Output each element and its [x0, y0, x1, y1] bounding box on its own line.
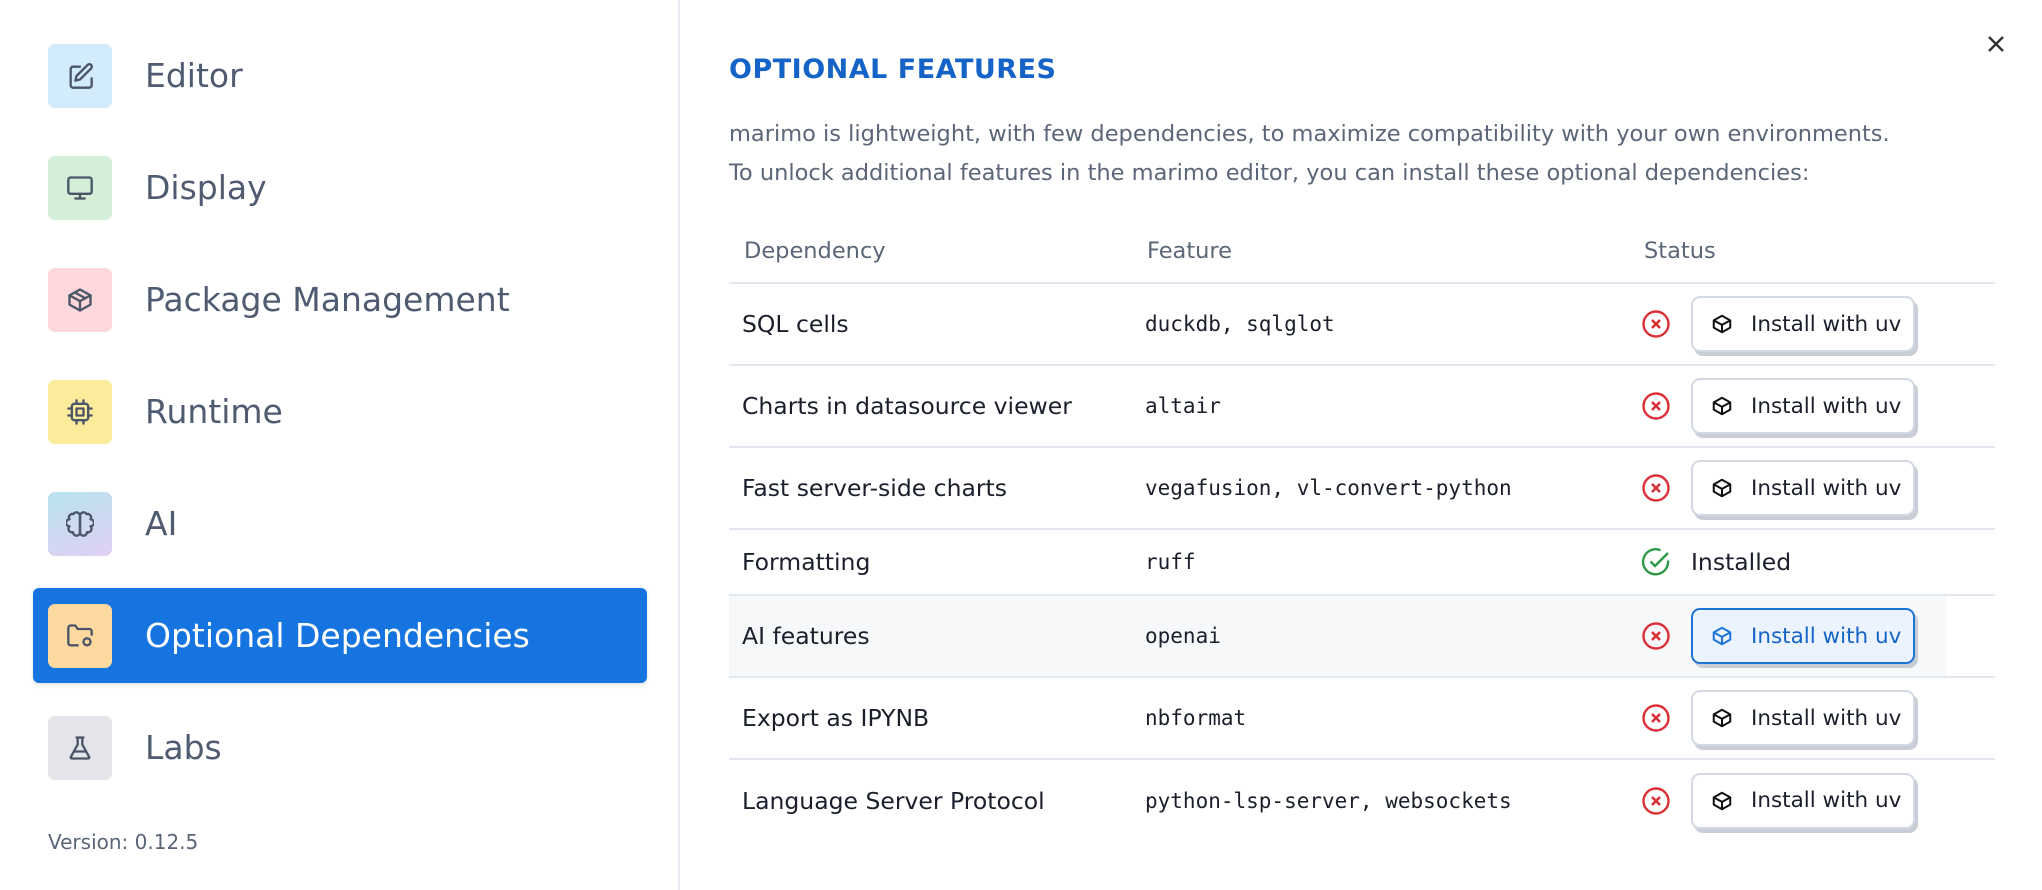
feature-cell: python-lsp-server, websockets [1145, 788, 1512, 813]
package-icon [48, 267, 112, 332]
status-cell: Installed [1629, 529, 1995, 596]
sidebar-item-package-management[interactable]: Package Management [33, 252, 647, 347]
table-row: Formatting ruff Installed [729, 529, 1995, 596]
dependency-cell: Fast server-side charts [729, 447, 1132, 530]
button-label: Install with uv [1751, 311, 1902, 337]
install-with-uv-button[interactable]: Install with uv [1691, 608, 1915, 664]
column-header-dependency: Dependency [729, 220, 1132, 284]
sidebar-item-label: Editor [145, 56, 243, 95]
dependency-cell: Language Server Protocol [742, 786, 1045, 815]
column-header-status: Status [1629, 220, 1995, 284]
sidebar-item-label: AI [145, 504, 178, 543]
feature-cell: vegafusion, vl-convert-python [1132, 447, 1629, 530]
package-icon [1712, 314, 1732, 334]
install-with-uv-button[interactable]: Install with uv [1691, 296, 1915, 352]
sidebar-item-label: Package Management [145, 280, 510, 319]
status-cell: Install with uv [1629, 447, 1995, 530]
installed-label: Installed [1691, 548, 1792, 576]
table-row: AI features openai Install with uv [729, 595, 1995, 678]
sidebar-item-label: Optional Dependencies [145, 616, 530, 655]
settings-sidebar: Version: 0.12.5 Editor Display Package Man… [0, 0, 680, 890]
sidebar-item-ai[interactable]: AI [33, 476, 647, 571]
package-icon [1712, 626, 1732, 646]
error-circle-icon [1642, 474, 1670, 502]
button-label: Install with uv [1751, 788, 1902, 813]
install-with-uv-button[interactable]: Install with uv [1691, 460, 1915, 516]
check-circle-icon [1641, 548, 1670, 576]
dependency-cell: Charts in datasource viewer [729, 365, 1132, 448]
table-row: Export as IPYNB nbformat Install with uv [729, 677, 1995, 760]
error-circle-icon [1642, 786, 1670, 815]
sidebar-item-label: Labs [145, 728, 222, 767]
description: marimo is lightweight, with few dependen… [729, 115, 1890, 193]
feature-cell: openai [1132, 595, 1629, 678]
button-label: Install with uv [1751, 705, 1902, 731]
sidebar-item-label: Display [145, 168, 267, 207]
sidebar-item-editor[interactable]: Editor [33, 28, 647, 123]
dependency-cell: Export as IPYNB [729, 677, 1132, 760]
edit-icon [48, 43, 112, 108]
feature-cell: ruff [1132, 529, 1629, 596]
error-circle-icon [1642, 310, 1670, 338]
status-cell: Install with uv [1629, 677, 1995, 760]
package-icon [1712, 478, 1732, 498]
table-row: Language Server Protocol python-lsp-serve… [729, 759, 1995, 841]
sidebar-item-runtime[interactable]: Runtime [33, 364, 647, 459]
dependencies-table: Dependency Feature Status SQL cells duckd… [729, 220, 1995, 841]
dependency-cell: Formatting [729, 529, 1132, 596]
package-icon [1712, 396, 1732, 416]
button-label: Install with uv [1751, 623, 1902, 649]
feature-cell: nbformat [1132, 677, 1629, 760]
description-line: marimo is lightweight, with few dependen… [729, 121, 1890, 147]
table-row: Fast server-side charts vegafusion, vl-co… [729, 447, 1995, 530]
column-header-feature: Feature [1132, 220, 1629, 284]
sidebar-item-labs[interactable]: Labs [33, 700, 647, 795]
button-label: Install with uv [1751, 393, 1902, 419]
error-circle-icon [1642, 392, 1670, 420]
dependency-cell: SQL cells [729, 283, 1132, 366]
status-cell: Install with uv [1629, 283, 1995, 366]
monitor-icon [48, 155, 112, 220]
feature-cell: duckdb, sqlglot [1132, 283, 1629, 366]
cpu-icon [48, 379, 112, 444]
install-with-uv-button[interactable]: Install with uv [1691, 690, 1915, 746]
sidebar-item-optional-dependencies[interactable]: Optional Dependencies [33, 588, 647, 683]
button-label: Install with uv [1751, 475, 1902, 501]
close-icon [1988, 36, 2004, 52]
dependency-cell: AI features [729, 595, 1132, 678]
status-cell: Install with uv [1629, 365, 1995, 448]
package-icon [1712, 791, 1732, 810]
error-circle-icon [1642, 622, 1670, 650]
install-with-uv-button[interactable]: Install with uv [1691, 378, 1915, 434]
sidebar-item-label: Runtime [145, 392, 283, 431]
brain-icon [48, 491, 112, 556]
install-with-uv-button[interactable]: Install with uv [1691, 772, 1915, 829]
status-cell: Install with uv [1629, 759, 1995, 841]
table-row: Charts in datasource viewer altair Install… [729, 365, 1995, 448]
feature-cell: altair [1132, 365, 1629, 448]
status-cell: Install with uv [1629, 595, 1995, 678]
flask-icon [48, 715, 112, 780]
error-circle-icon [1642, 704, 1670, 732]
package-icon [1712, 708, 1732, 728]
page-title: OPTIONAL FEATURES [729, 54, 1057, 85]
sidebar-item-display[interactable]: Display [33, 140, 647, 235]
close-button[interactable] [1982, 30, 2010, 58]
description-line: To unlock additional features in the mar… [729, 160, 1810, 186]
table-row: SQL cells duckdb, sqlglot Install with uv [729, 283, 1995, 366]
folder-cog-icon [48, 603, 112, 668]
version-label: Version: 0.12.5 [48, 830, 199, 854]
